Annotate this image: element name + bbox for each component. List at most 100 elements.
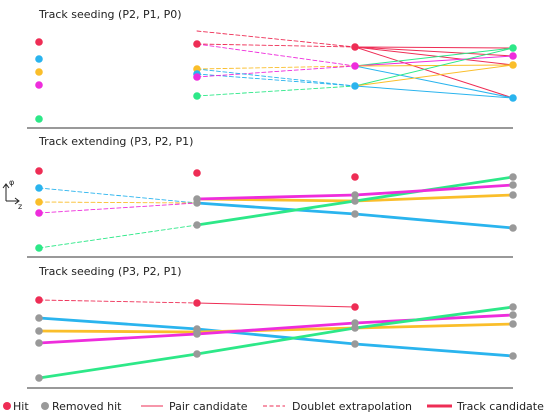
removed-hit-marker <box>351 340 359 348</box>
hit-marker <box>193 40 201 48</box>
phi-axis-label: φ <box>9 178 14 187</box>
hit-marker <box>35 167 43 175</box>
z-axis-label: z <box>18 202 22 211</box>
hit-marker <box>193 92 201 100</box>
connections <box>196 30 514 99</box>
hits <box>35 38 517 123</box>
track-candidate-line <box>37 352 199 380</box>
removed-hit-marker <box>509 191 517 199</box>
phi-axis-arrow <box>2 183 10 189</box>
removed-hit-marker <box>35 339 43 347</box>
legend-hit-label: Hit <box>13 400 29 412</box>
removed-hit-marker <box>509 181 517 189</box>
hit-marker <box>351 62 359 70</box>
pair-candidate-line <box>354 64 514 67</box>
track-candidate-line <box>353 342 515 358</box>
pair-candidate-line <box>354 46 514 49</box>
doublet-extrapolation-line <box>38 299 198 304</box>
hit-marker <box>351 173 359 181</box>
doublet-extrapolation-line <box>196 73 356 87</box>
track-candidate-line <box>195 321 357 336</box>
removed-hit-marker <box>193 199 201 207</box>
hit-marker <box>193 299 201 307</box>
legend-pair-candidate-label: Pair candidate <box>169 400 248 412</box>
pair-candidate-line <box>354 47 514 67</box>
panel-1: Track seeding (P2, P1, P0) <box>27 8 517 129</box>
doublet-extrapolation-line <box>196 68 356 87</box>
track-candidate-line <box>195 326 357 356</box>
hit-marker <box>35 198 43 206</box>
hit-marker <box>351 303 359 311</box>
hit-marker <box>35 38 43 46</box>
track-candidate-line <box>353 212 515 230</box>
removed-hit-marker <box>35 327 43 335</box>
connections <box>38 175 515 249</box>
phi-z-axis-indicator: φ z <box>2 178 22 211</box>
removed-hit-marker <box>509 311 517 319</box>
doublet-extrapolation-line <box>196 30 356 48</box>
pair-candidate-line <box>354 65 514 99</box>
pair-candidate-line <box>196 302 356 308</box>
doublet-extrapolation-line <box>196 43 356 48</box>
track-candidate-line <box>37 316 199 331</box>
removed-hit-marker <box>509 173 517 181</box>
pair-candidate-line <box>354 46 514 99</box>
legend: Hit Removed hit Pair candidate Doublet e… <box>3 400 544 412</box>
doublet-extrapolation-line <box>196 65 356 70</box>
doublet-extrapolation-line <box>196 43 356 67</box>
doublet-extrapolation-line <box>38 187 198 204</box>
hit-marker <box>193 73 201 81</box>
removed-hit-marker <box>193 350 201 358</box>
track-candidate-line <box>37 332 199 345</box>
track-candidate-line <box>353 193 515 203</box>
track-candidate-line <box>353 183 515 197</box>
doublet-extrapolation-line <box>38 201 198 204</box>
track-candidate-line <box>353 305 515 330</box>
removed-hit-marker <box>35 374 43 382</box>
panel-title: Track seeding (P2, P1, P0) <box>38 8 182 21</box>
hit-marker <box>509 44 517 52</box>
doublet-extrapolation-line <box>38 224 198 249</box>
doublet-extrapolation-line <box>38 202 198 214</box>
hit-marker <box>193 169 201 177</box>
hit-marker <box>509 61 517 69</box>
removed-hit-marker <box>509 320 517 328</box>
hit-marker <box>35 81 43 89</box>
track-candidate-line <box>353 322 515 330</box>
panel-title: Track seeding (P3, P2, P1) <box>38 265 182 278</box>
pair-candidate-line <box>354 85 514 99</box>
hit-marker <box>35 184 43 192</box>
legend-doublet-extrapolation-label: Doublet extrapolation <box>292 400 412 412</box>
removed-hit-marker <box>193 330 201 338</box>
panels: Track seeding (P2, P1, P0) Track extendin… <box>27 8 517 389</box>
track-candidate-line <box>195 201 357 216</box>
hits <box>35 296 517 382</box>
hit-marker <box>509 52 517 60</box>
doublet-extrapolation-line <box>196 85 356 97</box>
legend-hit-marker <box>3 402 11 410</box>
hit-marker <box>35 296 43 304</box>
removed-hit-marker <box>509 352 517 360</box>
hit-marker <box>35 115 43 123</box>
hits <box>35 167 517 252</box>
removed-hit-marker <box>509 303 517 311</box>
track-candidate-line <box>353 313 515 325</box>
legend-removed-hit-label: Removed hit <box>52 400 122 412</box>
track-candidate-line <box>195 193 357 201</box>
hit-marker <box>509 94 517 102</box>
removed-hit-marker <box>509 224 517 232</box>
pair-candidate-line <box>354 46 514 66</box>
removed-hit-marker <box>35 314 43 322</box>
removed-hit-marker <box>351 197 359 205</box>
track-candidate-line <box>195 199 357 227</box>
pair-candidate-line <box>354 47 514 87</box>
removed-hit-marker <box>351 191 359 199</box>
connections <box>37 299 515 380</box>
hit-marker <box>35 209 43 217</box>
removed-hit-marker <box>351 210 359 218</box>
z-axis-arrow <box>14 197 20 205</box>
removed-hit-marker <box>193 221 201 229</box>
panel-2: Track extending (P3, P2, P1) <box>27 135 517 258</box>
hit-marker <box>35 244 43 252</box>
